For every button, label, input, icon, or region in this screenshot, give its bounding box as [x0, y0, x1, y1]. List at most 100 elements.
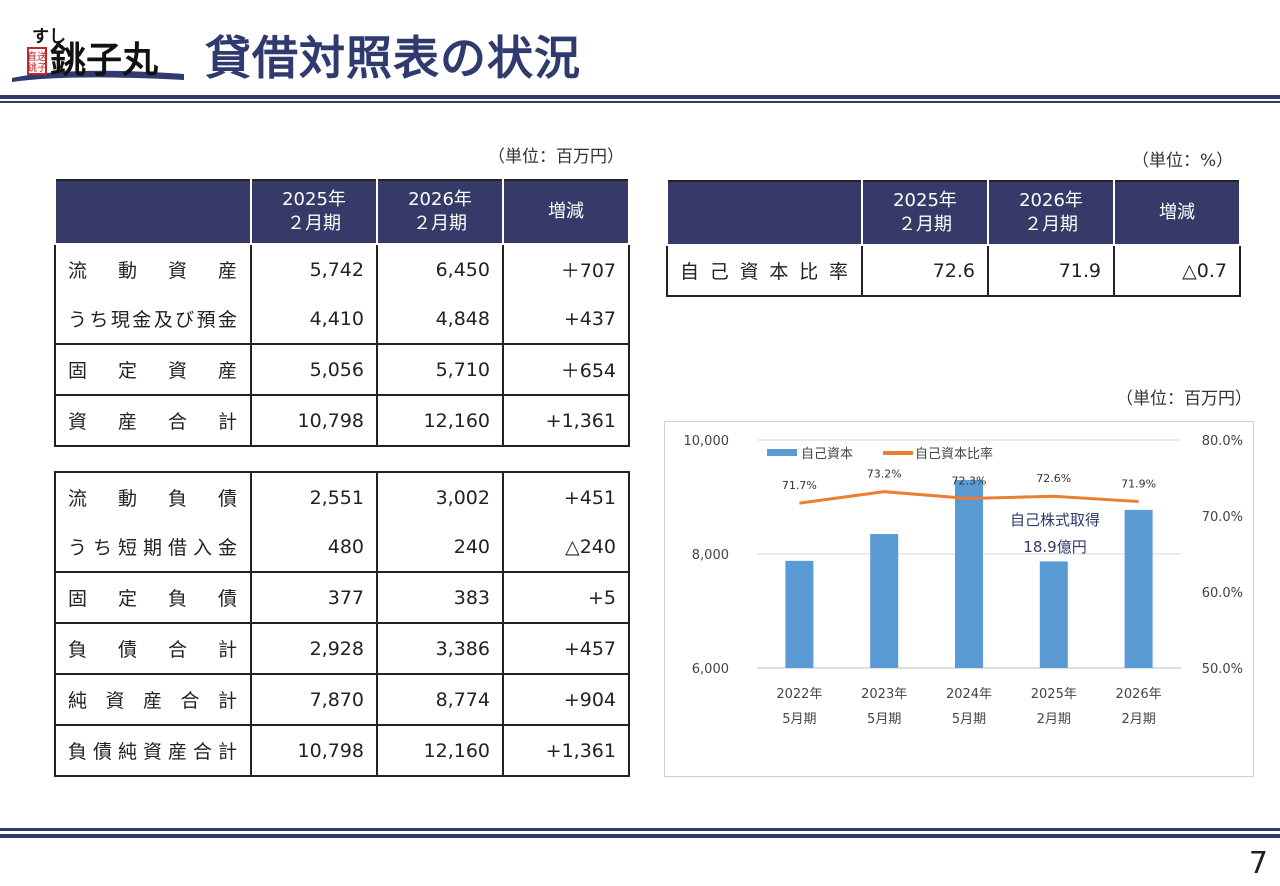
table-row: 資産合計 10,798 12,160 +1,361 [54, 394, 630, 447]
row-value-2025: 5,056 [250, 343, 378, 395]
row-label: うち現金及び預金 [54, 294, 252, 344]
annotation-text: 18.9億円 [1023, 538, 1086, 556]
row-label: 資産合計 [54, 394, 252, 447]
table-row: 固定資産 5,056 5,710 ＋654 [54, 343, 630, 395]
legend-swatch-bar [767, 449, 797, 456]
row-label: 純資産合計 [54, 673, 252, 725]
x-tick-label: 5月期 [782, 712, 816, 727]
row-value-2025: 10,798 [250, 724, 378, 777]
assets-table: 2025年 ２月期 2026年 ２月期 増減 流動資産 5,742 6,450 … [54, 179, 630, 447]
row-value-2025: 72.6 [861, 245, 989, 297]
header-2025: 2025年 ２月期 [861, 181, 989, 246]
row-label: 固定資産 [54, 343, 252, 395]
bar [785, 560, 814, 668]
row-value-2026: 12,160 [376, 394, 504, 447]
x-tick-label: 5月期 [952, 712, 986, 727]
row-value-2026: 8,774 [376, 673, 504, 725]
table-row: 負債合計 2,928 3,386 +457 [54, 622, 630, 674]
header-diff: 増減 [1113, 181, 1241, 246]
y-right-tick-label: 80.0% [1202, 434, 1243, 449]
row-diff: +904 [502, 673, 630, 725]
header-2026: 2026年 ２月期 [987, 181, 1115, 246]
row-value-2026: 6,450 [376, 244, 504, 294]
y-right-tick-label: 70.0% [1202, 510, 1243, 525]
chart-unit-label: （単位：百万円） [1116, 389, 1252, 409]
x-tick-label: 2023年 [861, 687, 907, 702]
row-diff: △0.7 [1113, 245, 1241, 297]
row-value-2025: 377 [250, 571, 378, 623]
company-logo: 直送 銚子 すし 銚子丸 [12, 27, 184, 82]
data-label: 72.6% [1036, 472, 1071, 485]
row-diff: +1,361 [502, 394, 630, 447]
x-tick-label: 5月期 [867, 712, 901, 727]
data-label: 72.3% [952, 475, 987, 488]
row-diff: +437 [502, 294, 630, 344]
table-row: うち短期借入金 480 240 △240 [54, 522, 630, 572]
row-label: 流動資産 [54, 244, 252, 294]
row-value-2026: 4,848 [376, 294, 504, 344]
table-row: 流動負債 2,551 3,002 +451 [54, 472, 630, 522]
table-row: うち現金及び預金 4,410 4,848 +437 [54, 294, 630, 344]
row-diff: +1,361 [502, 724, 630, 777]
row-value-2025: 5,742 [250, 244, 378, 294]
data-label: 71.7% [782, 479, 817, 492]
data-label: 73.2% [867, 468, 902, 481]
page-number: 7 [1248, 846, 1268, 881]
row-value-2026: 5,710 [376, 343, 504, 395]
row-value-2026: 240 [376, 522, 504, 572]
header-2026: 2026年 ２月期 [376, 180, 504, 245]
logo-small-text: すし [32, 27, 66, 47]
table-row: 流動資産 5,742 6,450 ＋707 [54, 244, 630, 294]
row-diff: ＋707 [502, 244, 630, 294]
bar [1039, 561, 1068, 668]
row-value-2026: 383 [376, 571, 504, 623]
ratio-header-row: 2025年 ２月期 2026年 ２月期 増減 [666, 181, 1241, 246]
row-label: 負債合計 [54, 622, 252, 674]
table-row: 純資産合計 7,870 8,774 +904 [54, 673, 630, 725]
ratio-unit-label: （単位：%） [1132, 151, 1234, 171]
legend-swatch-line [883, 451, 913, 455]
footer-rule-thick [0, 834, 1280, 838]
row-diff: +5 [502, 571, 630, 623]
logo-main-text: 銚子丸 [50, 40, 158, 81]
table-row: 固定負債 377 383 +5 [54, 571, 630, 623]
row-diff: ＋654 [502, 343, 630, 395]
x-tick-label: 2月期 [1121, 712, 1155, 727]
header-rule-thin [0, 101, 1280, 103]
x-tick-label: 2026年 [1116, 687, 1162, 702]
row-value-2026: 3,386 [376, 622, 504, 674]
row-label: 流動負債 [54, 472, 252, 522]
logo-wave [12, 70, 184, 82]
bar [955, 479, 983, 668]
row-value-2026: 71.9 [987, 245, 1115, 297]
line-series [799, 490, 1139, 505]
row-label: 自己資本比率 [666, 245, 863, 297]
assets-header-row: 2025年 ２月期 2026年 ２月期 増減 [54, 180, 630, 245]
footer-rule-thin [0, 828, 1280, 831]
legend-label: 自己資本 [801, 447, 853, 462]
row-diff: +457 [502, 622, 630, 674]
header-2025: 2025年 ２月期 [250, 180, 378, 245]
row-value-2026: 3,002 [376, 472, 504, 522]
data-label: 71.9% [1121, 478, 1156, 491]
logo-stamp-text: 直送 [27, 50, 47, 63]
row-diff: +451 [502, 472, 630, 522]
row-value-2025: 2,928 [250, 622, 378, 674]
assets-unit-label: （単位：百万円） [488, 147, 624, 167]
y-right-tick-label: 60.0% [1202, 586, 1243, 601]
header-blank [54, 180, 252, 245]
row-value-2025: 4,410 [250, 294, 378, 344]
row-label: 負債純資産合計 [54, 724, 252, 777]
equity-chart-svg: 6,000 8,000 10,000 50.0% 60.0% 70.0% 80.0% 2022… [684, 434, 1244, 727]
x-tick-label: 2024年 [946, 687, 992, 702]
y-left-tick-label: 10,000 [684, 434, 730, 449]
equity-chart: 6,000 8,000 10,000 50.0% 60.0% 70.0% 80.0% 2022… [664, 421, 1254, 777]
y-left-tick-label: 8,000 [692, 548, 729, 563]
logo-stamp-text2: 銚子 [27, 61, 47, 74]
table-row: 自己資本比率 72.6 71.9 △0.7 [666, 245, 1241, 297]
row-value-2025: 10,798 [250, 394, 378, 447]
x-tick-label: 2025年 [1031, 687, 1077, 702]
row-label: 固定負債 [54, 571, 252, 623]
header-blank [666, 181, 863, 246]
page-title: 貸借対照表の状況 [205, 31, 581, 85]
